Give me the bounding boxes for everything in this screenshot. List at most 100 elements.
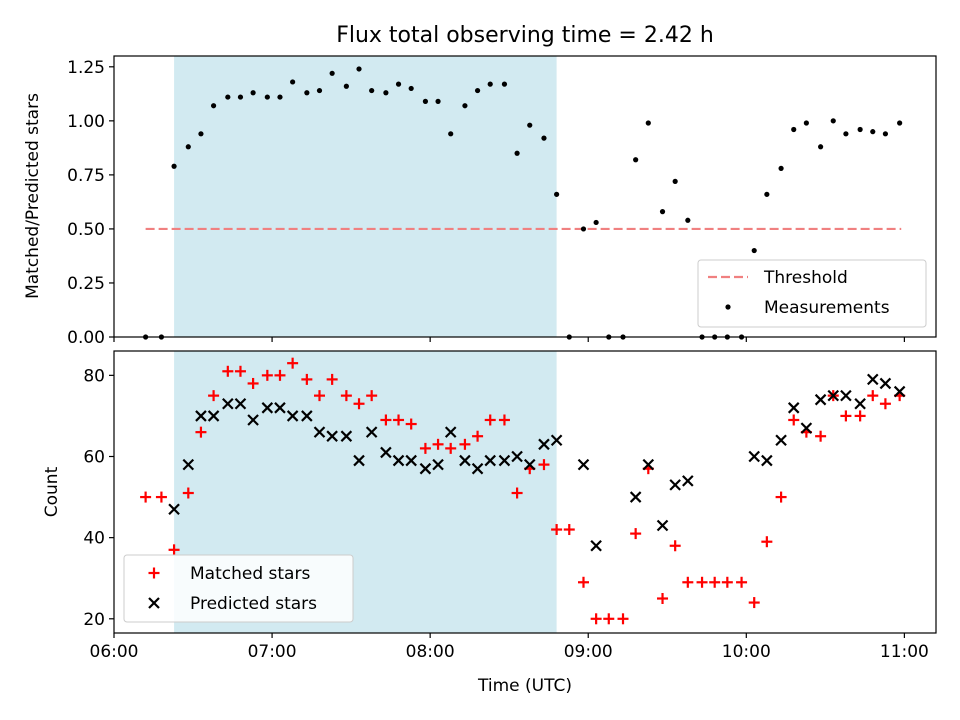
predicted-stars-point bbox=[748, 450, 760, 463]
y-axis-label: Count bbox=[42, 466, 62, 517]
matched-stars-point bbox=[405, 418, 417, 430]
predicted-stars-point bbox=[577, 458, 590, 471]
predicted-stars-point bbox=[629, 491, 642, 503]
matched-stars-point bbox=[353, 398, 365, 410]
predicted-stars-point bbox=[840, 389, 852, 402]
matched-stars-point bbox=[840, 410, 852, 422]
predicted-stars-point bbox=[550, 434, 563, 447]
measurements-point bbox=[685, 217, 691, 223]
predicted-stars-point bbox=[866, 373, 879, 386]
matched-stars-point bbox=[140, 491, 152, 503]
matched-stars-point bbox=[222, 365, 234, 377]
legend-x-marker bbox=[148, 597, 160, 609]
legend-predicted-label: Predicted stars bbox=[190, 594, 317, 614]
measurements-point bbox=[843, 131, 849, 137]
predicted-stars-point bbox=[669, 479, 681, 491]
measurements-point bbox=[474, 87, 481, 94]
x-tick-label: 06:00 bbox=[90, 642, 139, 662]
measurements-point bbox=[554, 191, 560, 197]
legend-matched-label: Matched stars bbox=[190, 564, 310, 584]
y-tick-label: 20 bbox=[83, 610, 105, 630]
matched-stars-point bbox=[208, 390, 220, 402]
matched-stars-point bbox=[761, 536, 773, 548]
measurements-point bbox=[356, 66, 362, 72]
predicted-stars-point bbox=[814, 393, 827, 406]
predicted-stars-point bbox=[182, 458, 195, 471]
predicted-stars-point bbox=[326, 430, 338, 442]
matched-stars-point bbox=[669, 540, 681, 552]
measurements-point bbox=[659, 209, 666, 215]
matched-stars-point bbox=[788, 414, 800, 426]
measurements-point bbox=[422, 98, 429, 104]
measurements-point bbox=[316, 87, 323, 94]
measurements-point bbox=[580, 226, 587, 232]
predicted-stars-point bbox=[207, 410, 220, 422]
measurements-point bbox=[277, 94, 283, 100]
predicted-stars-point bbox=[538, 438, 550, 451]
measurements-point bbox=[250, 90, 256, 96]
y-axis-label: Matched/Predicted stars bbox=[23, 93, 43, 299]
predicted-stars-point bbox=[498, 454, 511, 467]
matched-stars-point bbox=[709, 576, 721, 588]
predicted-stars-point bbox=[893, 385, 906, 398]
predicted-stars-point bbox=[590, 539, 602, 552]
matched-stars-point bbox=[261, 369, 273, 381]
matched-stars-point bbox=[748, 597, 760, 609]
measurements-point bbox=[778, 165, 784, 171]
matched-stars-point bbox=[511, 487, 523, 499]
matched-stars-point bbox=[445, 442, 457, 454]
matched-stars-point bbox=[274, 369, 286, 381]
measurements-point bbox=[462, 103, 468, 109]
predicted-stars-point bbox=[471, 462, 484, 475]
x-tick-label: 09:00 bbox=[564, 642, 613, 662]
matched-stars-point bbox=[326, 373, 338, 385]
predicted-stars-point bbox=[365, 426, 378, 438]
matched-stars-point bbox=[590, 613, 602, 625]
matched-stars-point bbox=[603, 613, 615, 625]
predicted-stars-point bbox=[484, 454, 497, 467]
measurements-point bbox=[198, 131, 204, 137]
measurements-point bbox=[210, 103, 217, 109]
measurements-point bbox=[830, 118, 836, 124]
observing-window-span bbox=[174, 56, 557, 337]
matched-stars-point bbox=[563, 524, 575, 536]
x-axis-label: Time (UTC) bbox=[477, 676, 572, 696]
measurements-point bbox=[870, 129, 876, 135]
measurements-point bbox=[527, 122, 533, 128]
predicted-stars-point bbox=[247, 414, 259, 426]
predicted-stars-point bbox=[274, 402, 286, 414]
y-tick-label: 0.75 bbox=[67, 166, 105, 186]
matched-stars-point bbox=[854, 410, 866, 422]
measurements-point bbox=[304, 90, 310, 96]
x-tick-label: 10:00 bbox=[722, 642, 771, 662]
predicted-stars-point bbox=[195, 410, 207, 422]
count-panel: 06:00 07:00 08:00 09:00 10:00 11:00 20 40 60 80 C… bbox=[42, 350, 937, 696]
y-tick-label: 80 bbox=[83, 366, 105, 386]
measurements-point bbox=[593, 219, 599, 226]
legend-predicted-swatch bbox=[148, 597, 160, 609]
ratio-legend: Threshold Measurements bbox=[697, 259, 927, 328]
matched-stars-point bbox=[182, 487, 194, 499]
matched-stars-point bbox=[484, 414, 496, 426]
predicted-stars-point bbox=[392, 454, 405, 467]
measurements-point bbox=[633, 157, 639, 163]
chart-title: Flux total observing time = 2.42 h bbox=[336, 23, 714, 48]
matched-stars-point bbox=[155, 491, 167, 503]
x-tick-label: 07:00 bbox=[248, 642, 297, 662]
measurements-point bbox=[290, 79, 296, 85]
y-tick-label: 1.25 bbox=[67, 58, 105, 78]
measurements-point bbox=[225, 94, 231, 100]
matched-stars-point bbox=[366, 390, 378, 402]
matched-stars-point bbox=[393, 414, 405, 426]
matched-stars-point bbox=[380, 414, 392, 426]
predicted-stars-point bbox=[656, 519, 669, 532]
matched-stars-point bbox=[287, 357, 299, 369]
measurements-point bbox=[803, 120, 809, 126]
predicted-stars-point bbox=[405, 454, 417, 467]
measurements-point bbox=[751, 247, 757, 254]
matched-stars-point bbox=[721, 576, 733, 588]
x-tick-label: 08:00 bbox=[406, 642, 455, 662]
measurements-point bbox=[764, 191, 770, 197]
legend-box bbox=[123, 554, 354, 623]
predicted-stars-point bbox=[380, 446, 392, 459]
